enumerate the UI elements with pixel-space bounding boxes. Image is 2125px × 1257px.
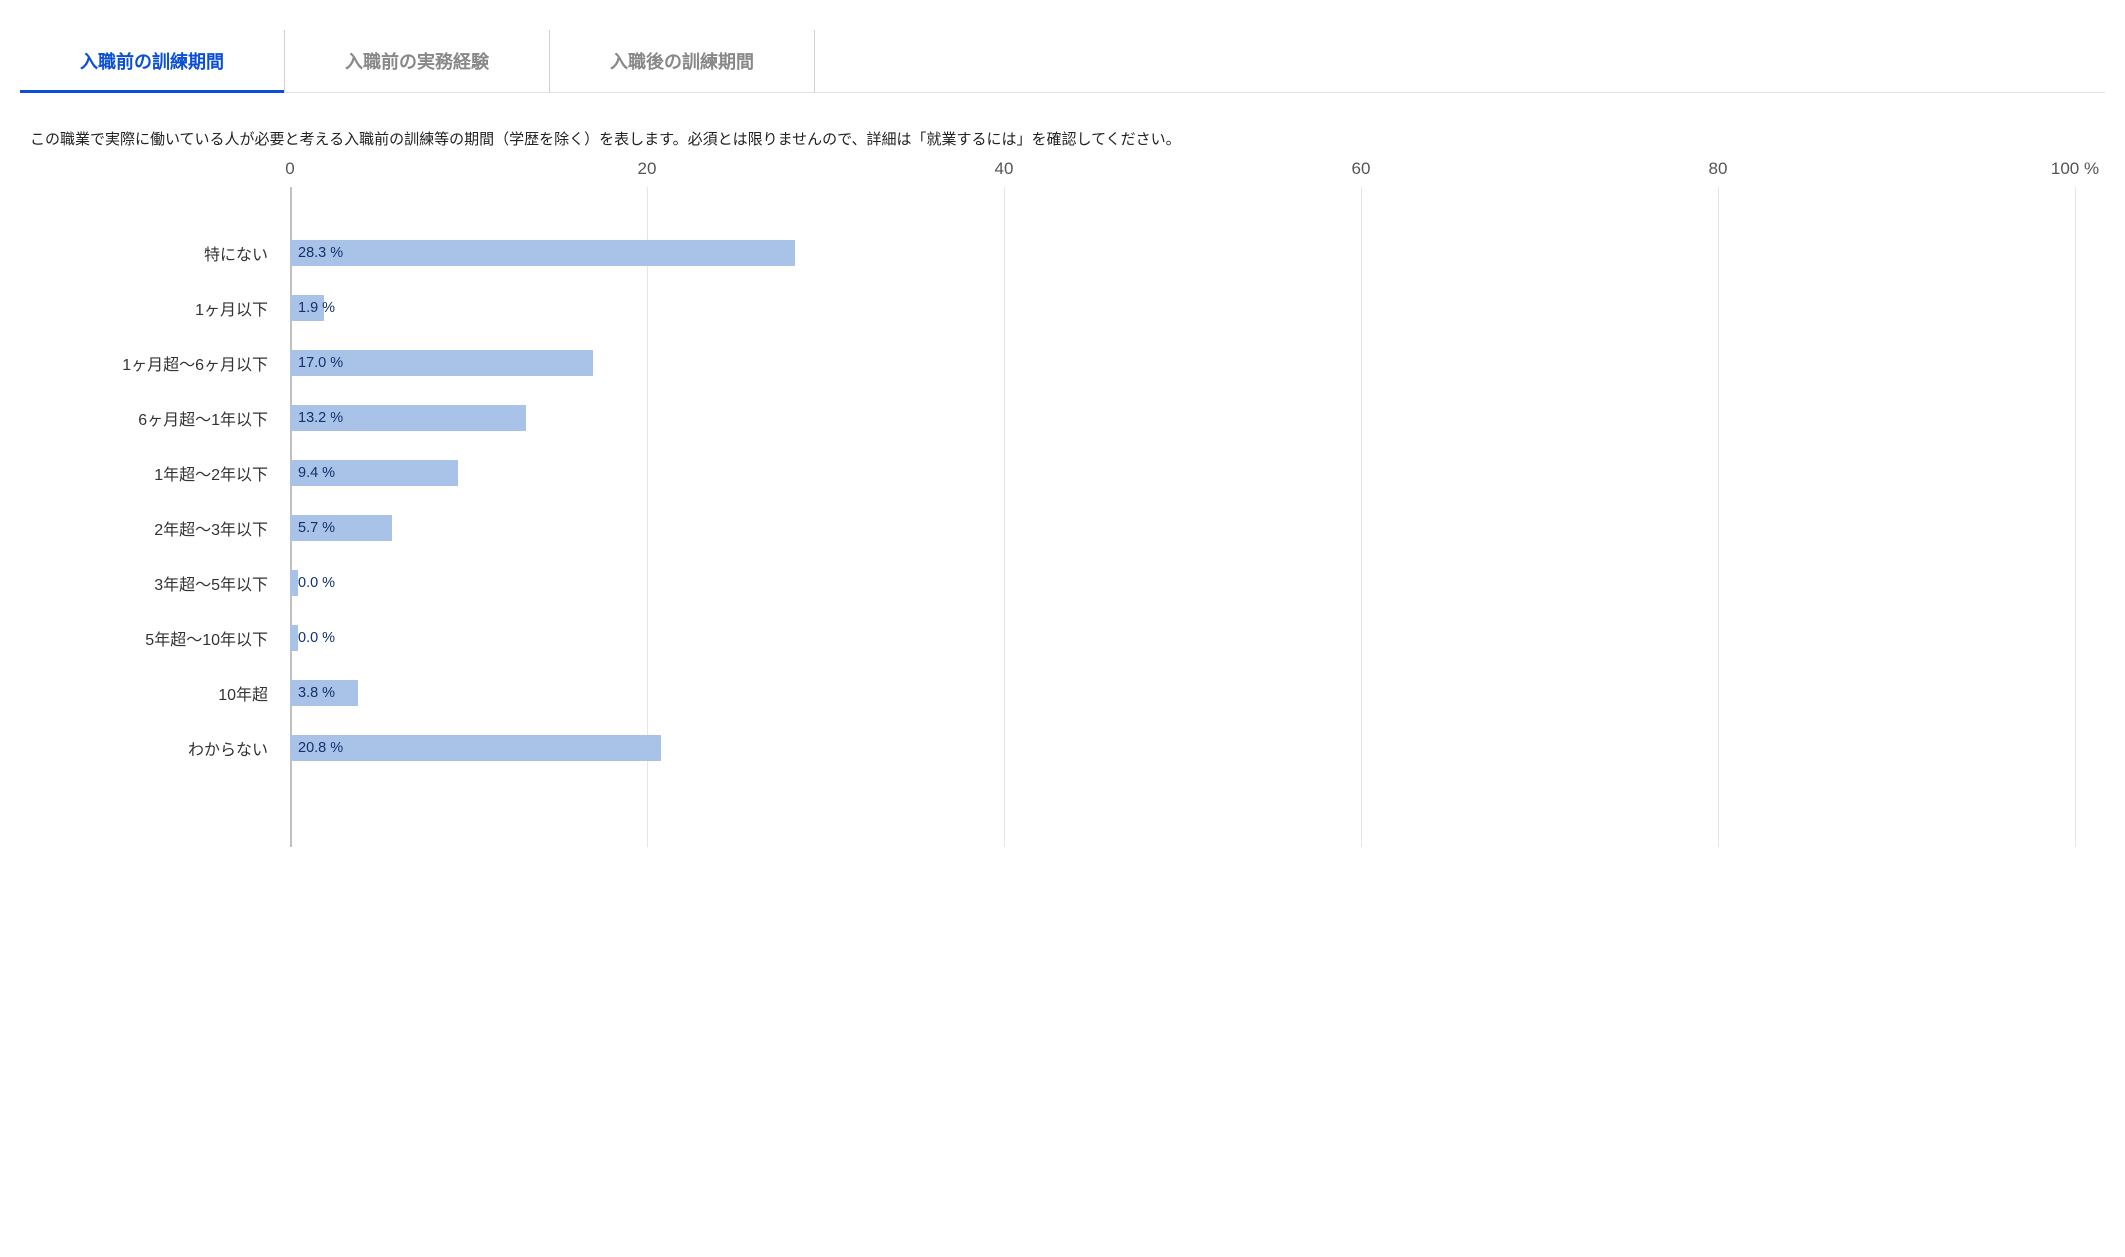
category-label: 10年超 bbox=[40, 681, 290, 705]
bar-chart: 020406080100 % 特にない28.3 %1ヶ月以下1.9 %1ヶ月超〜… bbox=[290, 187, 2075, 847]
category-label: 3年超〜5年以下 bbox=[40, 571, 290, 595]
chart-row: 特にない28.3 % bbox=[290, 225, 2075, 280]
bar-value-label: 13.2 % bbox=[298, 410, 343, 426]
bar: 0.0 % bbox=[290, 570, 298, 596]
bar: 5.7 % bbox=[290, 515, 392, 541]
bar: 28.3 % bbox=[290, 240, 795, 266]
bar: 9.4 % bbox=[290, 460, 458, 486]
bar-value-label: 0.0 % bbox=[298, 575, 335, 591]
bar: 3.8 % bbox=[290, 680, 358, 706]
bar-value-label: 17.0 % bbox=[298, 355, 343, 371]
x-axis-tick: 80 bbox=[1709, 159, 1728, 179]
chart-row: 2年超〜3年以下5.7 % bbox=[290, 500, 2075, 555]
category-label: 6ヶ月超〜1年以下 bbox=[40, 406, 290, 430]
bar-value-label: 1.9 % bbox=[298, 300, 335, 316]
bar-value-label: 9.4 % bbox=[298, 465, 335, 481]
bar: 17.0 % bbox=[290, 350, 593, 376]
chart-row: 1ヶ月超〜6ヶ月以下17.0 % bbox=[290, 335, 2075, 390]
chart-row: 3年超〜5年以下0.0 % bbox=[290, 555, 2075, 610]
chart-row: 6ヶ月超〜1年以下13.2 % bbox=[290, 390, 2075, 445]
bar-value-label: 0.0 % bbox=[298, 630, 335, 646]
tab-0[interactable]: 入職前の訓練期間 bbox=[20, 30, 285, 92]
chart-description: この職業で実際に働いている人が必要と考える入職前の訓練等の期間（学歴を除く）を表… bbox=[30, 128, 2095, 152]
chart-row: 1年超〜2年以下9.4 % bbox=[290, 445, 2075, 500]
tab-2[interactable]: 入職後の訓練期間 bbox=[550, 30, 815, 92]
bar-value-label: 20.8 % bbox=[298, 740, 343, 756]
bar: 20.8 % bbox=[290, 735, 661, 761]
x-axis-tick: 60 bbox=[1352, 159, 1371, 179]
chart-row: 5年超〜10年以下0.0 % bbox=[290, 610, 2075, 665]
category-label: 1ヶ月超〜6ヶ月以下 bbox=[40, 351, 290, 375]
bar-value-label: 3.8 % bbox=[298, 685, 335, 701]
bar: 1.9 % bbox=[290, 295, 324, 321]
gridline bbox=[2075, 187, 2076, 847]
bar: 13.2 % bbox=[290, 405, 526, 431]
category-label: 2年超〜3年以下 bbox=[40, 516, 290, 540]
chart-row: 1ヶ月以下1.9 % bbox=[290, 280, 2075, 335]
bar-value-label: 5.7 % bbox=[298, 520, 335, 536]
x-axis-tick: 100 % bbox=[2051, 159, 2099, 179]
category-label: 特にない bbox=[40, 241, 290, 265]
x-axis-tick: 20 bbox=[638, 159, 657, 179]
chart-row: 10年超3.8 % bbox=[290, 665, 2075, 720]
category-label: 1ヶ月以下 bbox=[40, 296, 290, 320]
chart-row: わからない20.8 % bbox=[290, 720, 2075, 775]
category-label: わからない bbox=[40, 736, 290, 760]
bar: 0.0 % bbox=[290, 625, 298, 651]
x-axis-tick: 40 bbox=[995, 159, 1014, 179]
category-label: 5年超〜10年以下 bbox=[40, 626, 290, 650]
category-label: 1年超〜2年以下 bbox=[40, 461, 290, 485]
tabs: 入職前の訓練期間入職前の実務経験入職後の訓練期間 bbox=[20, 30, 2105, 93]
x-axis-tick: 0 bbox=[285, 159, 294, 179]
tab-1[interactable]: 入職前の実務経験 bbox=[285, 30, 550, 92]
bar-value-label: 28.3 % bbox=[298, 245, 343, 261]
